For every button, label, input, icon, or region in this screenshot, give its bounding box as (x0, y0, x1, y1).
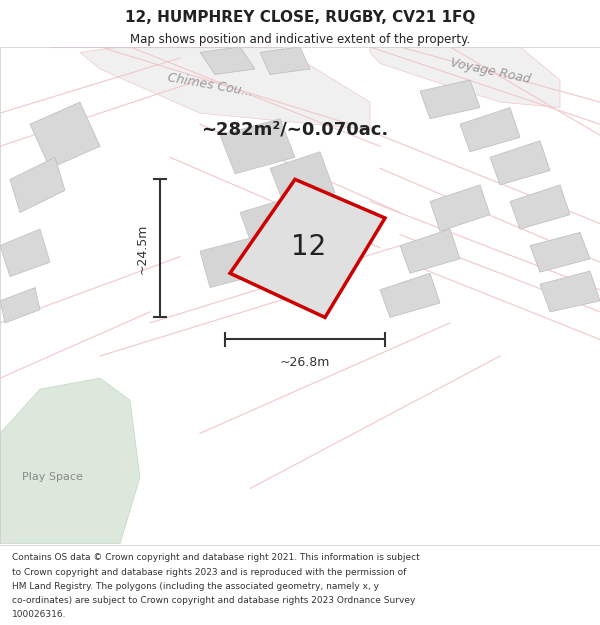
Text: to Crown copyright and database rights 2023 and is reproduced with the permissio: to Crown copyright and database rights 2… (12, 568, 406, 577)
Polygon shape (540, 271, 600, 312)
Text: Chimes Cou...: Chimes Cou... (166, 72, 254, 99)
Polygon shape (490, 141, 550, 185)
Polygon shape (80, 47, 370, 129)
Polygon shape (0, 378, 140, 544)
Text: 100026316.: 100026316. (12, 611, 67, 619)
Polygon shape (240, 196, 308, 253)
Polygon shape (430, 185, 490, 231)
Text: co-ordinates) are subject to Crown copyright and database rights 2023 Ordnance S: co-ordinates) are subject to Crown copyr… (12, 596, 415, 605)
Text: Contains OS data © Crown copyright and database right 2021. This information is : Contains OS data © Crown copyright and d… (12, 554, 420, 562)
Polygon shape (380, 273, 440, 318)
Polygon shape (370, 47, 560, 108)
Text: Map shows position and indicative extent of the property.: Map shows position and indicative extent… (130, 32, 470, 46)
Text: ~24.5m: ~24.5m (136, 223, 149, 274)
Polygon shape (230, 179, 385, 318)
Text: ~26.8m: ~26.8m (280, 356, 330, 369)
Text: Play Space: Play Space (22, 472, 82, 482)
Polygon shape (10, 158, 65, 212)
Text: 12, HUMPHREY CLOSE, RUGBY, CV21 1FQ: 12, HUMPHREY CLOSE, RUGBY, CV21 1FQ (125, 10, 475, 25)
Text: ~282m²/~0.070ac.: ~282m²/~0.070ac. (202, 121, 389, 139)
Polygon shape (200, 47, 255, 74)
Polygon shape (420, 80, 480, 119)
Polygon shape (510, 185, 570, 229)
Text: Voyage Road: Voyage Road (449, 56, 532, 86)
Polygon shape (400, 229, 460, 273)
Polygon shape (220, 119, 295, 174)
Polygon shape (0, 229, 50, 276)
Polygon shape (260, 47, 310, 74)
Polygon shape (460, 107, 520, 152)
Polygon shape (0, 288, 40, 323)
Polygon shape (30, 102, 100, 168)
Polygon shape (530, 232, 590, 272)
Polygon shape (200, 237, 265, 288)
Text: 12: 12 (291, 233, 326, 261)
Text: HM Land Registry. The polygons (including the associated geometry, namely x, y: HM Land Registry. The polygons (includin… (12, 582, 379, 591)
Polygon shape (270, 152, 335, 207)
